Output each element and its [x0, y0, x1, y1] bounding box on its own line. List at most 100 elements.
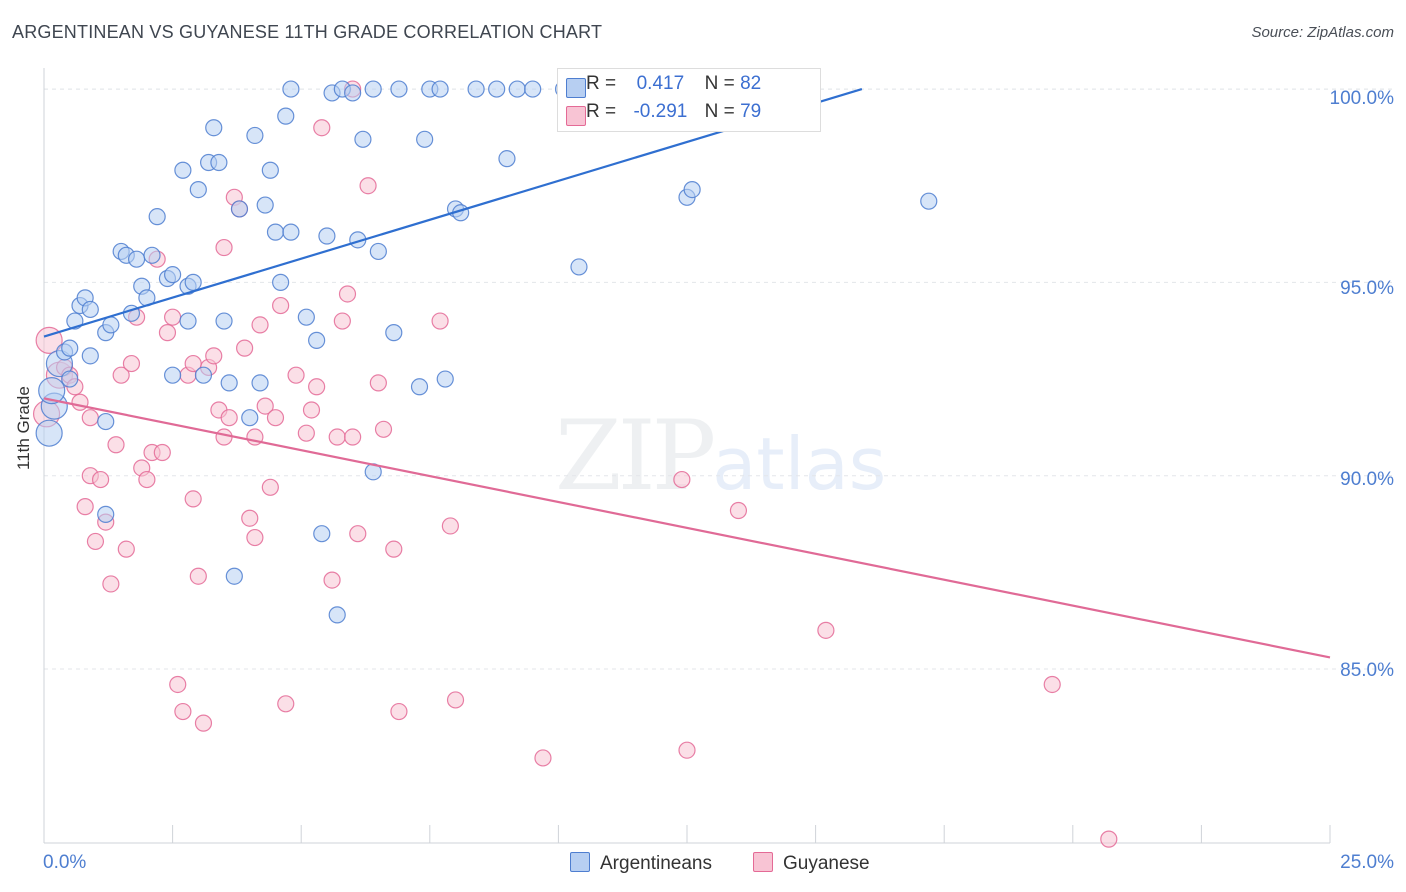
- guyanese-point: [112, 366, 130, 384]
- blue-swatch: [570, 852, 590, 872]
- guyanese-point: [277, 695, 295, 713]
- guyanese-point: [374, 420, 393, 438]
- argentinean-point: [251, 374, 269, 392]
- guyanese-point: [256, 397, 274, 415]
- argentinean-point: [354, 130, 372, 148]
- guyanese-point: [297, 424, 315, 442]
- guyanese-point: [164, 308, 182, 326]
- guyanese-point: [184, 354, 202, 373]
- argentinean-point: [81, 300, 99, 319]
- guyanese-point: [534, 749, 552, 767]
- guyanese-point: [174, 702, 192, 721]
- pink-swatch: [753, 852, 773, 872]
- argentinean-point: [97, 505, 115, 523]
- argentinean-point: [38, 377, 66, 405]
- argentinean-point: [61, 339, 79, 357]
- r-label: R =: [586, 73, 617, 94]
- argentinean-point: [246, 126, 264, 145]
- guyanese-point: [266, 409, 285, 427]
- argentinean-point: [35, 419, 63, 447]
- guyanese-point: [81, 409, 99, 427]
- gridlines: [44, 88, 1395, 670]
- argentinean-point: [369, 242, 387, 261]
- guyanese-point: [385, 540, 403, 558]
- guyanese-point: [446, 691, 465, 709]
- argentinean-point: [241, 409, 259, 427]
- blue-swatch: [566, 78, 586, 98]
- guyanese-point: [138, 470, 156, 489]
- pink-swatch: [566, 106, 586, 126]
- stats-row-guyanese: R = -0.291 N = 79: [566, 101, 761, 129]
- guyanese-point: [308, 378, 326, 396]
- argentinean-point: [184, 273, 202, 291]
- guyanese-point: [122, 354, 141, 373]
- guyanese-point: [251, 316, 269, 334]
- argentinean-point: [416, 130, 434, 148]
- argentinean-point: [210, 153, 228, 172]
- n-value: 82: [740, 73, 762, 94]
- argentinean-point: [277, 107, 295, 125]
- chart-title: ARGENTINEAN VS GUYANESE 11TH GRADE CORRE…: [12, 22, 603, 42]
- guyanese-points: [32, 80, 1118, 848]
- guyanese-point: [729, 501, 748, 520]
- argentinean-point: [313, 525, 331, 543]
- guyanese-point: [313, 119, 331, 137]
- argentinean-point: [261, 161, 279, 179]
- x-tick-label: 25.0%: [1340, 852, 1394, 873]
- guyanese-point: [328, 428, 346, 446]
- argentinean-point: [164, 266, 182, 284]
- argentinean-point: [143, 246, 161, 264]
- x-tick-label: 0.0%: [43, 852, 87, 873]
- argentinean-point: [488, 80, 506, 98]
- argentinean-point: [436, 370, 454, 388]
- guyanese-point: [338, 285, 357, 303]
- legend-guyanese[interactable]: Guyanese: [753, 852, 870, 875]
- legend-label: Guyanese: [783, 853, 870, 874]
- guyanese-point: [359, 177, 377, 195]
- legend-argentineans[interactable]: Argentineans: [570, 852, 712, 875]
- argentinean-point: [308, 331, 326, 349]
- argentinean-point: [205, 119, 223, 137]
- argentinean-point: [282, 80, 300, 98]
- guyanese-point: [817, 621, 835, 639]
- stats-row-argentineans: R = 0.417 N = 82: [566, 73, 762, 101]
- guyanese-point: [189, 567, 207, 585]
- n-label: N =: [704, 73, 735, 94]
- guyanese-point: [261, 478, 279, 496]
- argentinean-point: [148, 208, 166, 226]
- watermark-zip: ZIP: [555, 400, 716, 512]
- guyanese-trend-line: [43, 397, 1331, 659]
- argentinean-point: [225, 567, 243, 585]
- argentinean-point: [256, 196, 274, 214]
- guyanese-point: [349, 525, 367, 543]
- guyanese-point: [344, 428, 362, 446]
- argentinean-point: [179, 312, 197, 330]
- y-tick-label: 85.0%: [1340, 660, 1394, 681]
- guyanese-point: [1100, 830, 1118, 848]
- y-axis-label: 11th Grade: [14, 386, 33, 470]
- guyanese-point: [205, 347, 223, 365]
- guyanese-point: [236, 339, 254, 357]
- argentinean-point: [81, 347, 99, 365]
- argentinean-point: [318, 227, 336, 245]
- legend-label: Argentineans: [600, 853, 712, 874]
- r-value: 0.417: [636, 73, 685, 94]
- guyanese-point: [76, 498, 94, 516]
- argentinean-point: [102, 316, 120, 334]
- guyanese-point: [158, 324, 177, 342]
- guyanese-point: [241, 509, 259, 527]
- guyanese-point: [333, 312, 351, 330]
- guyanese-point: [246, 528, 264, 547]
- watermark-atlas: atlas: [712, 422, 887, 506]
- guyanese-point: [272, 296, 290, 315]
- guyanese-point: [369, 374, 387, 392]
- argentinean-point: [189, 180, 207, 199]
- argentinean-points: [35, 80, 938, 624]
- guyanese-point: [169, 675, 187, 694]
- guyanese-point: [86, 532, 105, 551]
- argentinean-point: [194, 366, 213, 384]
- argentinean-point: [508, 80, 526, 98]
- argentinean-point: [272, 273, 290, 291]
- argentinean-point: [220, 374, 238, 392]
- argentinean-point: [364, 80, 382, 98]
